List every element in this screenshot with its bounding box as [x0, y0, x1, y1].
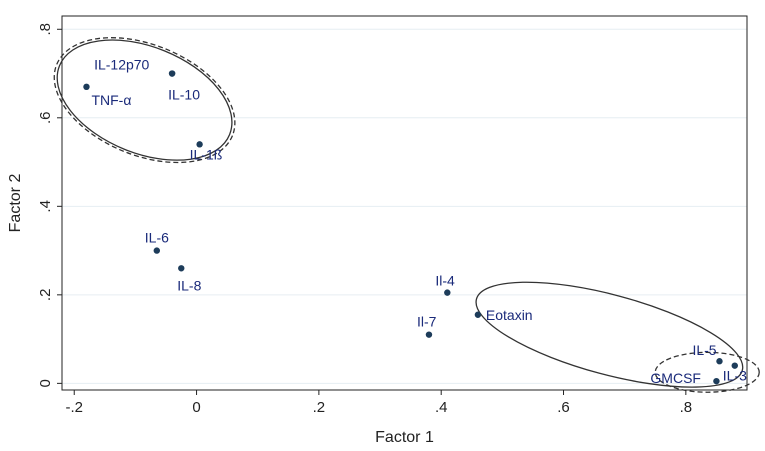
x-tick-label: .4 [435, 399, 448, 416]
data-point-marker [444, 289, 451, 296]
data-point-group: IL-10 [168, 70, 200, 103]
data-point-label: IL-5 [692, 342, 716, 358]
data-point-group: IL-1ß [190, 141, 223, 162]
x-tick-label: 0 [192, 399, 200, 416]
y-tick-label: .4 [37, 200, 54, 213]
data-point-group: IL-5 [692, 342, 723, 365]
data-point-marker [425, 331, 433, 338]
data-point-group: IL-8 [177, 265, 202, 293]
data-point-label: GMCSF [650, 370, 701, 386]
cluster-ellipse-dashed [654, 351, 760, 393]
data-point-label: IL-1ß [190, 146, 223, 162]
data-point-marker [168, 70, 176, 77]
data-point-marker [196, 141, 203, 148]
data-points: IL-12p70 TNF-α IL-10 IL-1ß IL-6 IL-8 Il-4 Eotax… [83, 57, 747, 386]
data-point-marker [153, 247, 160, 254]
y-tick-label: .6 [37, 112, 54, 125]
data-point-label: TNF-α [91, 92, 131, 108]
data-point-label: Il-4 [435, 273, 455, 289]
data-point-label: Il-7 [417, 314, 437, 330]
grid [62, 28, 747, 384]
data-point-group: Il-7 [417, 314, 437, 338]
x-tick-label: .8 [680, 399, 693, 416]
data-point-group: IL-6 [145, 230, 169, 254]
data-point-label: IL-10 [168, 87, 200, 103]
data-point-group: Eotaxin [474, 307, 533, 323]
plot-frame [61, 15, 748, 391]
y-tick-label: .2 [37, 289, 54, 302]
x-tick-label: .2 [313, 399, 326, 416]
x-tick-label: -.2 [65, 399, 83, 416]
y-tick-label: 0 [37, 379, 54, 387]
data-point-marker [713, 377, 720, 385]
data-point-marker [716, 358, 723, 365]
x-axis-title: Factor 1 [375, 429, 434, 446]
data-point-group: TNF-α [83, 83, 131, 108]
data-point-label: IL-12p70 [94, 57, 149, 73]
x-tick-label: .6 [557, 399, 570, 416]
cluster-ellipse-solid [475, 281, 744, 388]
data-point-group: GMCSF [650, 370, 720, 386]
data-point-marker [178, 265, 185, 272]
axis-ticks: -.2 0 .2 .4 .6 .8 0 .2 .4 .6 .8 [37, 23, 692, 416]
data-point-group: IL-3 [723, 362, 747, 384]
data-point-label: IL-6 [145, 230, 169, 246]
y-tick-label: .8 [37, 23, 54, 36]
data-point-marker [474, 311, 482, 318]
data-point-group: Il-4 [435, 273, 455, 296]
cluster-ellipse-solid [56, 39, 233, 161]
data-point-label: IL-8 [177, 277, 201, 293]
data-point-marker [731, 362, 738, 369]
y-axis-title: Factor 2 [7, 174, 24, 233]
data-point-label: Eotaxin [486, 307, 533, 323]
data-point-marker [83, 83, 90, 91]
data-point-label: IL-3 [723, 368, 747, 384]
